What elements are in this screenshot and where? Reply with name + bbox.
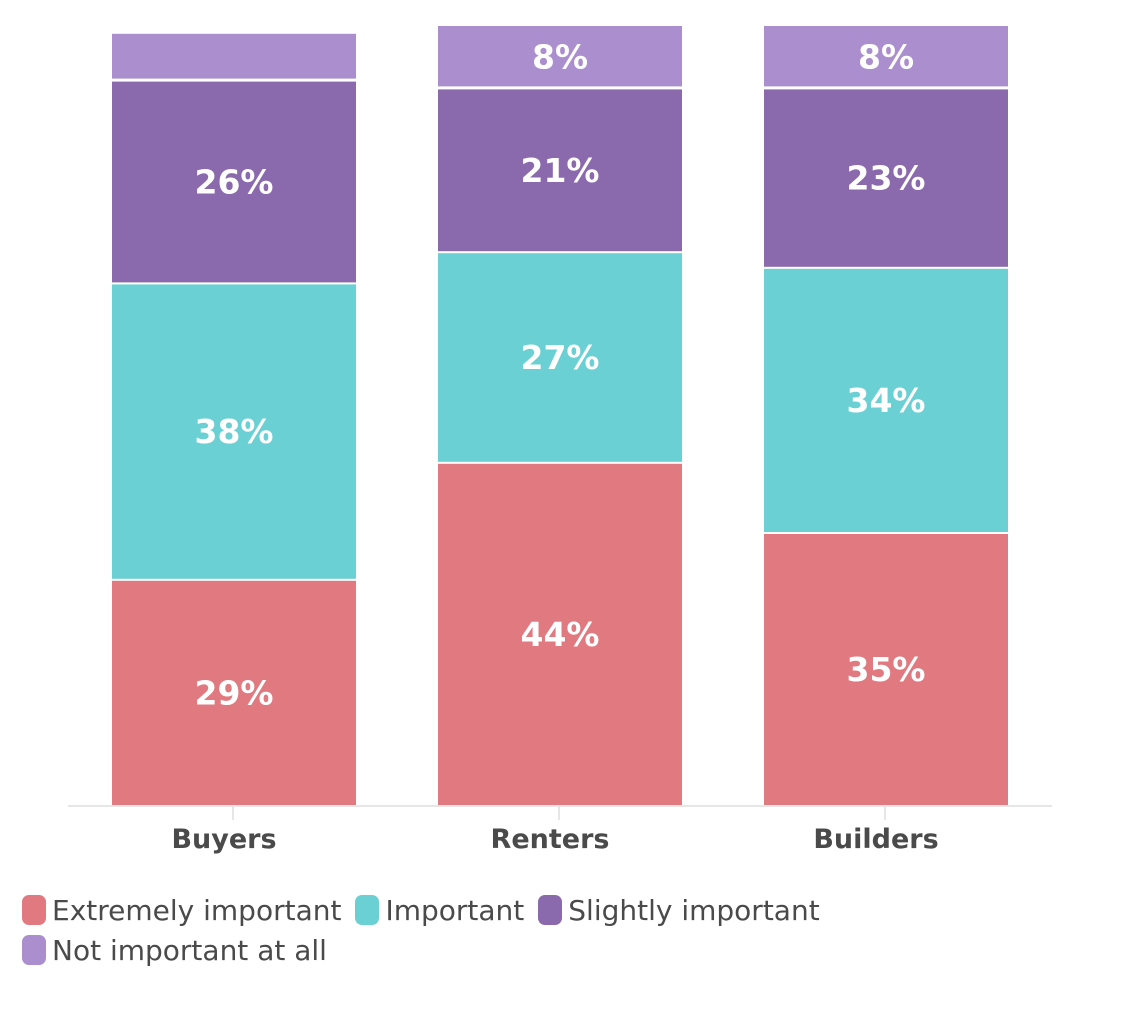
- legend: Extremely important Important Slightly imp…: [22, 893, 922, 967]
- legend-item-1: Important: [355, 893, 524, 927]
- legend-label: Slightly important: [568, 893, 820, 927]
- data-label-buyers-2: 26%: [195, 163, 274, 202]
- data-label-buyers-1: 38%: [195, 412, 274, 451]
- bar-segment-renters-0: [438, 463, 682, 806]
- legend-item-3: Not important at all: [22, 933, 327, 967]
- bar-segment-buyers-2: [112, 81, 356, 283]
- data-label-renters-0: 44%: [521, 615, 600, 654]
- bar-segment-builders-0: [764, 534, 1008, 806]
- legend-swatch: [22, 935, 46, 965]
- data-label-renters-2: 21%: [521, 151, 600, 190]
- category-labels: Buyers Renters Builders: [171, 824, 938, 855]
- bar-segment-renters-2: [438, 89, 682, 252]
- bar-segment-buyers-1: [112, 284, 356, 579]
- legend-label: Extremely important: [52, 893, 342, 927]
- category-label-renters: Renters: [491, 824, 610, 855]
- stacked-bar-chart: 29% 38% 26% 44% 27% 21% 8% 35% 34% 23% 8% Buyers Re…: [68, 26, 1052, 855]
- data-label-buyers-0: 29%: [195, 673, 274, 712]
- data-label-builders-0: 35%: [847, 650, 926, 689]
- data-label-renters-1: 27%: [521, 338, 600, 377]
- legend-swatch: [355, 895, 380, 925]
- data-label-builders-3: 8%: [858, 38, 914, 77]
- bar-segment-buyers-0: [112, 580, 356, 806]
- legend-swatch: [538, 895, 563, 925]
- bar-segment-renters-1: [438, 253, 682, 462]
- bar-segment-renters-3: [438, 26, 682, 87]
- bar-segment-builders-3: [764, 26, 1008, 87]
- legend-label: Not important at all: [52, 933, 327, 967]
- bar-segment-buyers-3: [112, 33, 356, 79]
- x-axis-ticks: [232, 806, 886, 820]
- category-label-builders: Builders: [813, 824, 938, 855]
- legend-swatch: [22, 895, 46, 925]
- data-label-builders-2: 23%: [847, 159, 926, 198]
- legend-label: Important: [385, 893, 525, 927]
- bar-segment-builders-1: [764, 268, 1008, 532]
- legend-item-2: Slightly important: [538, 893, 820, 927]
- legend-item-0: Extremely important: [22, 893, 341, 927]
- category-label-buyers: Buyers: [171, 824, 276, 855]
- bars-group: 29% 38% 26% 44% 27% 21% 8% 35% 34% 23% 8%: [112, 26, 1008, 806]
- data-label-builders-1: 34%: [847, 381, 926, 420]
- bar-segment-builders-2: [764, 89, 1008, 267]
- data-label-renters-3: 8%: [532, 38, 588, 77]
